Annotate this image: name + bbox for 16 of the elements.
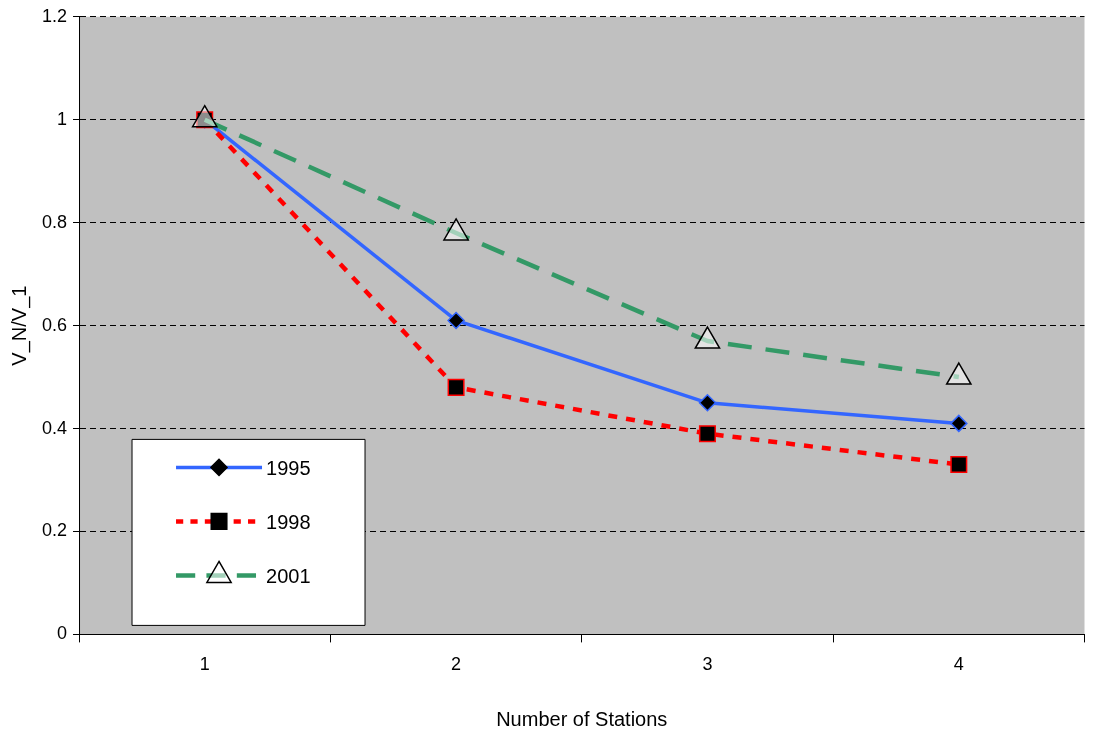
x-tick-label: 2 [451, 654, 462, 675]
legend-label: 1998 [266, 510, 311, 533]
x-axis-title: Number of Stations [496, 707, 668, 730]
y-axis-title: V_N/V_1 [7, 285, 31, 366]
y-tick-label: 0.4 [41, 417, 68, 438]
y-tick-label: 0.6 [41, 314, 68, 335]
legend-label: 1995 [266, 456, 311, 479]
y-tick-label: 1.2 [41, 5, 68, 26]
y-tick-label: 0.2 [41, 520, 68, 541]
y-tick-label: 1 [57, 108, 68, 129]
x-tick-label: 4 [953, 654, 964, 675]
y-tick-label: 0 [57, 623, 68, 644]
y-tick-label: 0.8 [41, 211, 68, 232]
x-tick-label: 3 [702, 654, 713, 675]
legend-label: 2001 [266, 564, 311, 587]
x-tick-label: 1 [199, 654, 210, 675]
